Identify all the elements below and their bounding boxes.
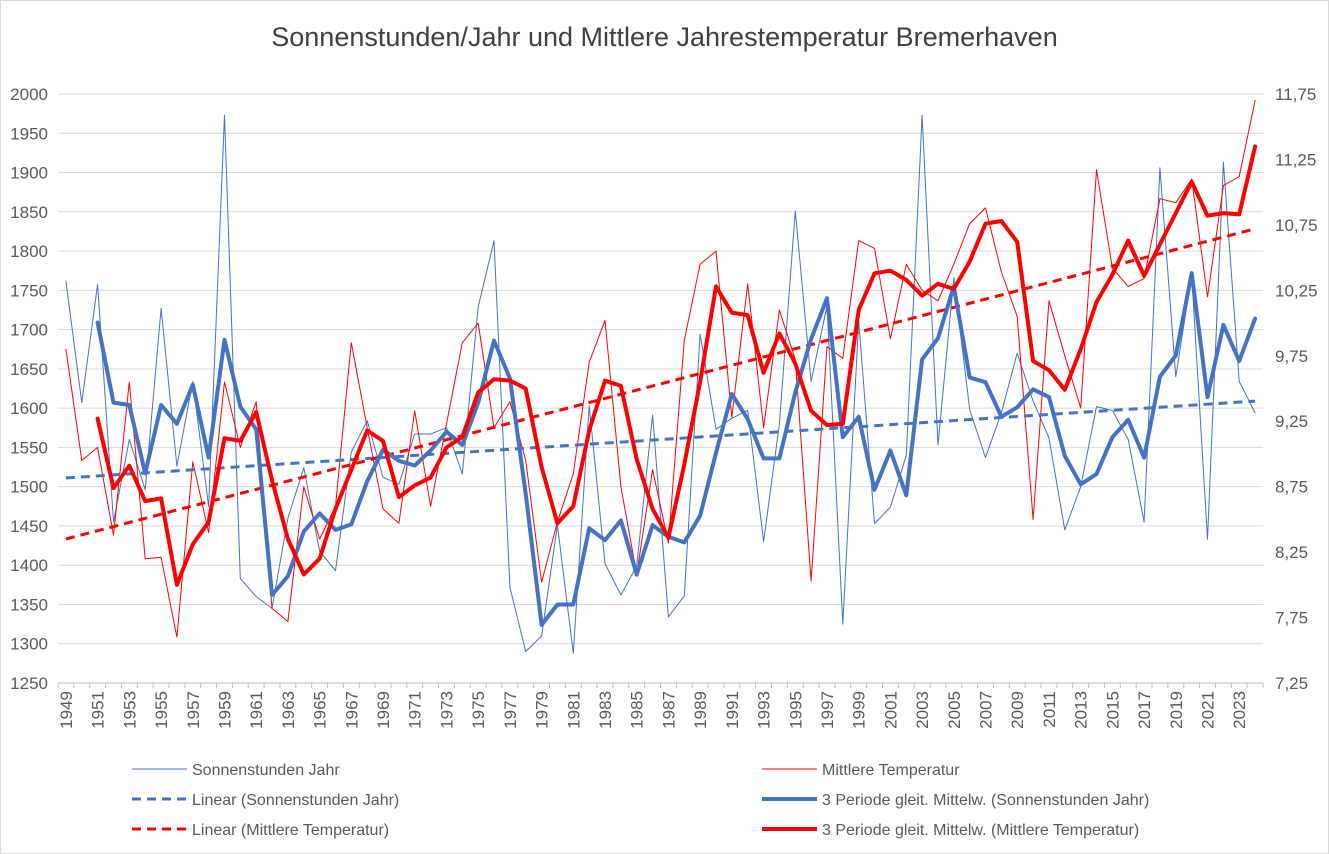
y-right-tick-label: 7,75 [1275,609,1308,628]
x-tick-label: 1991 [723,691,742,729]
y-left-tick-label: 1700 [10,321,48,340]
x-tick-label: 1955 [152,691,171,729]
y-left-tick-label: 1250 [10,674,48,693]
x-tick-label: 1989 [691,691,710,729]
legend-label: Sonnenstunden Jahr [192,762,340,779]
y-left-tick-label: 1600 [10,399,48,418]
x-tick-label: 1951 [89,691,108,729]
series-line-linear-sonnenstunden-jahr [65,399,1256,480]
series-line-sonnenstunden-jahr [65,114,1256,654]
y-left-tick-label: 1800 [10,242,48,261]
y-right-tick-label: 10,25 [1275,281,1318,300]
y-left-tick-label: 1450 [10,517,48,536]
y-left-tick-label: 1650 [10,360,48,379]
legend: Sonnenstunden Jahr Mittlere Temperatur Lin… [132,762,1149,839]
x-tick-label: 1975 [469,691,488,729]
x-tick-label: 1997 [818,691,837,729]
y-left-tick-label: 1850 [10,203,48,222]
x-tick-label: 1971 [406,691,425,729]
x-tick-label: 1953 [120,691,139,729]
y-right-tick-labels: 7,25 7,75 8,25 8,75 9,25 9,75 10,25 10,75 11,25 1… [1275,85,1318,693]
y-left-tick-label: 1900 [10,164,48,183]
x-tick-label: 1963 [279,691,298,729]
x-tick-label: 1969 [374,691,393,729]
y-right-tick-label: 8,75 [1275,478,1308,497]
legend-label: Linear (Mittlere Temperatur) [192,822,389,839]
x-tick-label: 2005 [945,691,964,729]
legend-label: Linear (Sonnenstunden Jahr) [192,792,399,809]
y-left-tick-label: 1500 [10,478,48,497]
x-tick-label: 2001 [881,691,900,729]
legend-label: 3 Periode gleit. Mittelw. (Mittlere Temp… [822,822,1139,839]
y-left-tick-label: 1550 [10,438,48,457]
chart-title: Sonnenstunden/Jahr und Mittlere Jahreste… [271,22,1058,52]
x-tick-label: 1981 [564,691,583,729]
x-tick-label: 1957 [184,691,203,729]
x-tick-label: 1961 [247,691,266,729]
y-left-tick-label: 1750 [10,281,48,300]
x-tick-label: 2003 [913,691,932,729]
x-tick-label: 1983 [596,691,615,729]
y-right-tick-label: 7,25 [1275,674,1308,693]
x-tick-label: 1967 [342,691,361,729]
x-tick-label: 1959 [215,691,234,729]
x-tick-label: 2011 [1040,691,1059,728]
y-left-tick-label: 1300 [10,635,48,654]
x-tick-label: 1973 [437,691,456,729]
x-tick-labels: 1949 1951 1953 1955 1957 1959 1961 1963 1965 1967… [57,691,1249,729]
x-tick-label: 2023 [1230,691,1249,729]
x-tick-label: 2017 [1135,691,1154,729]
series-line-3-periode-gleit-mittelw-sonnenstunden-jahr [95,271,1258,627]
y-right-tick-label: 9,25 [1275,412,1308,431]
legend-label: Mittlere Temperatur [822,762,960,779]
x-tick-label: 2009 [1008,691,1027,729]
series-line-linear-mittlere-temperatur [65,227,1256,541]
axes [57,682,1264,688]
data-series [65,100,1258,654]
x-tick-label: 1979 [533,691,552,729]
y-right-tick-label: 10,75 [1275,216,1318,235]
x-tick-label: 1999 [850,691,869,729]
x-tick-label: 2021 [1199,691,1218,729]
y-right-tick-label: 9,75 [1275,347,1308,366]
x-tick-label: 1949 [57,691,76,729]
y-left-tick-labels: 1250 1300 1350 1400 1450 1500 1550 1600 1650 1700… [10,85,48,693]
x-tick-label: 1965 [311,691,330,729]
x-tick-label: 1985 [628,691,647,729]
y-right-tick-label: 11,25 [1275,150,1316,169]
y-left-tick-label: 2000 [10,85,48,104]
x-tick-label: 2015 [1103,691,1122,729]
y-left-tick-label: 1400 [10,556,48,575]
x-tick-label: 1987 [659,691,678,729]
y-right-tick-label: 8,25 [1275,543,1308,562]
y-left-tick-label: 1950 [10,124,48,143]
x-tick-label: 2007 [977,691,996,729]
x-tick-label: 1995 [786,691,805,729]
x-tick-label: 1977 [501,691,520,729]
series-line-3-periode-gleit-mittelw-mittlere-temperatur [95,144,1258,587]
legend-label: 3 Periode gleit. Mittelw. (Sonnenstunden… [822,792,1149,809]
x-tick-label: 2013 [1072,691,1091,729]
x-tick-label: 1993 [755,691,774,729]
x-tick-label: 2019 [1167,691,1186,729]
y-left-tick-label: 1350 [10,595,48,614]
y-right-tick-label: 11,75 [1275,85,1316,104]
